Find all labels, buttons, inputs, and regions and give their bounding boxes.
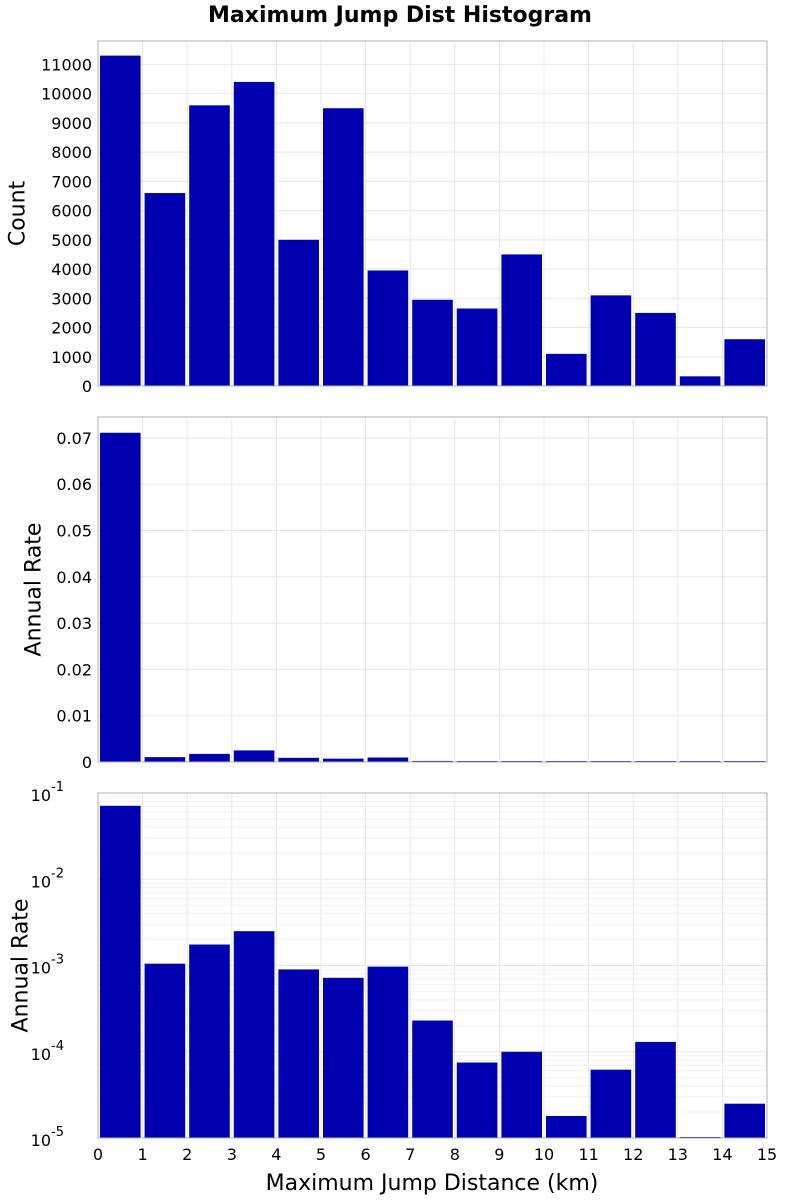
histogram-bar — [412, 760, 453, 762]
y-tick-labels: 0 0.01 0.02 0.03 0.04 0.05 0.06 0.07 — [56, 429, 92, 772]
x-tick-label: 15 — [757, 1145, 777, 1164]
x-tick-label: 14 — [712, 1145, 732, 1164]
y-tick-labels: 0 1000 2000 3000 4000 5000 6000 7000 8000 9000 100… — [41, 55, 92, 396]
histogram-bar — [144, 757, 186, 762]
chart-title: Maximum Jump Dist Histogram — [208, 3, 592, 28]
y-axis-title: Annual Rate — [22, 523, 47, 657]
y-tick-label: 10-1 — [31, 780, 64, 805]
y-tick-label: 0 — [82, 753, 92, 772]
histogram-bar — [724, 1103, 765, 1138]
x-tick-label: 4 — [271, 1145, 281, 1164]
histogram-bar — [501, 254, 542, 386]
y-axis-title: Count — [6, 180, 31, 246]
histogram-bar — [144, 193, 186, 386]
gridlines — [97, 417, 768, 763]
y-tick-label: 10-5 — [31, 1125, 64, 1150]
bars — [100, 55, 765, 387]
y-tick-labels: 10-5 10-4 10-3 10-2 10-1 — [31, 780, 64, 1150]
x-tick-labels: 0 1 2 3 4 5 6 7 8 9 10 11 12 13 14 15 — [93, 1145, 777, 1164]
y-tick-label: 0.02 — [56, 660, 92, 679]
histogram-bar — [100, 432, 141, 762]
plot-frame — [97, 792, 768, 1139]
y-tick-label: 7000 — [51, 172, 92, 191]
histogram-bar — [278, 239, 319, 386]
histogram-bar — [323, 758, 364, 762]
panel-count: 0 1000 2000 3000 4000 5000 6000 7000 8000 9000 100… — [6, 40, 768, 396]
histogram-bar — [278, 969, 319, 1138]
histogram-bar — [367, 966, 409, 1138]
histogram-bar — [278, 757, 319, 762]
histogram-bar — [100, 55, 141, 386]
y-tick-label: 10-2 — [31, 866, 64, 891]
histogram-bar — [590, 295, 632, 386]
x-tick-label: 3 — [227, 1145, 237, 1164]
histogram-bar — [679, 376, 721, 386]
histogram-bar — [635, 1041, 676, 1138]
x-tick-label: 5 — [316, 1145, 326, 1164]
histogram-bar — [412, 299, 453, 386]
y-tick-label: 0.07 — [56, 429, 92, 448]
x-tick-label: 0 — [93, 1145, 103, 1164]
x-tick-label: 7 — [405, 1145, 415, 1164]
y-tick-label: 5000 — [51, 231, 92, 250]
y-tick-label: 3000 — [51, 289, 92, 308]
y-axis-title: Annual Rate — [9, 899, 34, 1033]
y-tick-label: 0.01 — [56, 707, 92, 726]
x-tick-label: 9 — [494, 1145, 504, 1164]
y-tick-label: 11000 — [41, 55, 92, 74]
histogram-bar — [590, 1069, 632, 1138]
x-tick-label: 10 — [534, 1145, 554, 1164]
histogram-bar — [724, 339, 765, 386]
histogram-bar — [233, 81, 275, 387]
y-tick-label: 10-3 — [31, 953, 64, 978]
bars — [100, 805, 765, 1138]
histogram-bar — [546, 1115, 587, 1138]
histogram-bar — [323, 977, 364, 1138]
y-tick-label: 0.06 — [56, 475, 92, 494]
histogram-bar — [456, 1062, 498, 1138]
y-tick-label: 0.03 — [56, 614, 92, 633]
bars — [100, 432, 765, 762]
y-tick-label: 1000 — [51, 348, 92, 367]
histogram-bar — [635, 312, 676, 386]
histogram-bar — [144, 963, 186, 1138]
histogram-bar — [412, 1020, 453, 1138]
plot-frame — [97, 416, 768, 763]
histogram-bar — [546, 353, 587, 386]
histogram-bar — [501, 1051, 542, 1138]
y-tick-label: 0.05 — [56, 521, 92, 540]
histogram-bar — [189, 753, 230, 762]
x-tick-label: 1 — [138, 1145, 148, 1164]
x-tick-label: 2 — [182, 1145, 192, 1164]
histogram-bar — [323, 108, 364, 387]
x-tick-label: 11 — [578, 1145, 598, 1164]
histogram-bar — [189, 944, 230, 1138]
y-tick-label: 6000 — [51, 202, 92, 221]
y-tick-label: 2000 — [51, 319, 92, 338]
x-tick-label: 6 — [361, 1145, 371, 1164]
y-tick-label: 10-4 — [31, 1039, 64, 1064]
histogram-bar — [456, 308, 498, 386]
x-tick-label: 12 — [623, 1145, 643, 1164]
y-tick-label: 0.04 — [56, 568, 92, 587]
plot-frame — [97, 40, 768, 387]
y-tick-label: 4000 — [51, 260, 92, 279]
y-tick-label: 0 — [82, 377, 92, 396]
y-tick-label: 10000 — [41, 85, 92, 104]
histogram-bar — [367, 757, 409, 762]
x-axis-title: Maximum Jump Distance (km) — [266, 1171, 599, 1196]
x-tick-label: 8 — [450, 1145, 460, 1164]
histogram-bar — [367, 270, 409, 386]
histogram-bar — [233, 750, 275, 762]
histogram-bar — [100, 805, 141, 1138]
y-tick-label: 9000 — [51, 114, 92, 133]
histogram-bar — [189, 105, 230, 387]
y-tick-label: 8000 — [51, 143, 92, 162]
panel-annual-rate-linear: 0 0.01 0.02 0.03 0.04 0.05 0.06 0.07 Annual Rate — [22, 416, 768, 772]
histogram-bar — [233, 931, 275, 1138]
x-tick-label: 13 — [668, 1145, 688, 1164]
